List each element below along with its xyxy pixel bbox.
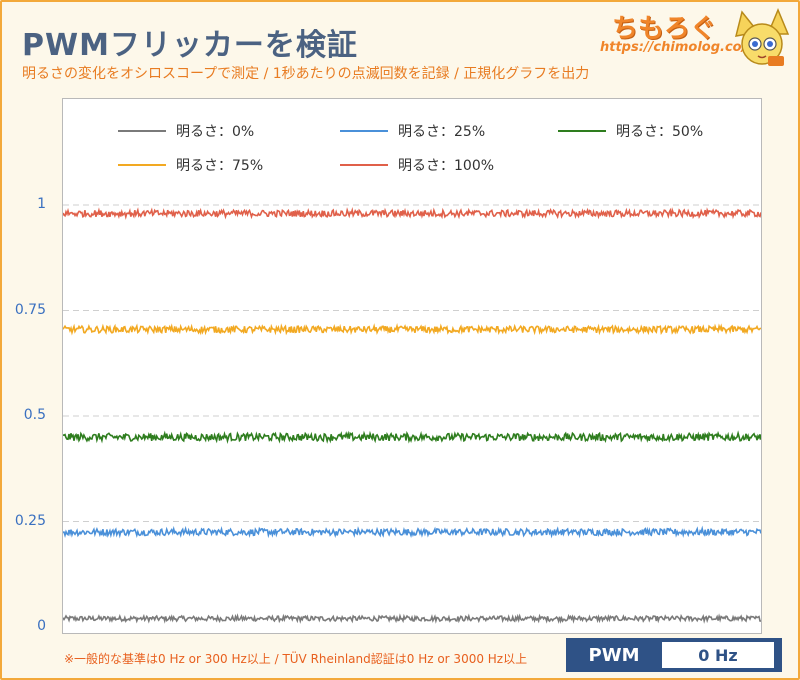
- series-line: [63, 207, 761, 220]
- legend-swatch: [118, 130, 166, 132]
- footnote: ※一般的な基準は0 Hz or 300 Hz以上 / TÜV Rheinland…: [64, 652, 528, 666]
- legend-label: 明るさ：75%: [176, 158, 264, 174]
- chart-svg: [63, 204, 761, 624]
- series-line: [63, 525, 761, 539]
- legend-label: 明るさ：50%: [616, 124, 704, 140]
- site-logo: ちもろぐ https://chimolog.co/: [600, 8, 792, 68]
- legend-item: 明るさ：50%: [558, 121, 703, 141]
- legend-item: 明るさ：100%: [340, 155, 494, 175]
- logo-url: https://chimolog.co/: [600, 40, 747, 55]
- y-tick-label: 0.75: [14, 301, 46, 318]
- legend-swatch: [118, 164, 166, 166]
- page-subtitle: 明るさの変化をオシロスコープで測定 / 1秒あたりの点滅回数を記録 / 正規化グ…: [22, 66, 590, 82]
- legend-swatch: [558, 130, 606, 132]
- mascot-icon: [734, 8, 790, 66]
- legend-item: 明るさ：75%: [118, 155, 263, 175]
- series-line: [63, 322, 761, 336]
- y-tick-label: 0.5: [23, 407, 46, 423]
- page-title: PWMフリッカーを検証: [22, 28, 358, 63]
- plot-area: [62, 98, 762, 634]
- y-tick-label: 1: [37, 196, 46, 212]
- pwm-value: 0 Hz: [662, 642, 774, 668]
- y-tick-label: 0: [37, 618, 46, 634]
- pwm-label: PWM: [588, 644, 640, 666]
- logo-text: ちもろぐ: [612, 14, 717, 44]
- legend-label: 明るさ：0%: [176, 124, 255, 140]
- series-line: [63, 430, 761, 444]
- legend-swatch: [340, 164, 388, 166]
- pwm-result-box: PWM 0 Hz: [566, 638, 782, 672]
- legend-item: 明るさ：25%: [340, 121, 485, 141]
- series-line: [63, 613, 761, 624]
- y-tick-label: 0.25: [14, 512, 46, 529]
- legend-label: 明るさ：25%: [398, 124, 486, 140]
- legend-swatch: [340, 130, 388, 132]
- legend-label: 明るさ：100%: [398, 158, 495, 174]
- legend-item: 明るさ：0%: [118, 121, 254, 141]
